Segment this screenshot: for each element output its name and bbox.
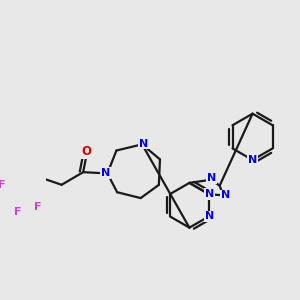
Text: N: N — [101, 168, 110, 178]
Text: N: N — [205, 212, 214, 221]
Text: N: N — [248, 155, 257, 165]
Text: F: F — [14, 207, 21, 218]
Text: N: N — [221, 190, 230, 200]
Text: N: N — [207, 173, 216, 183]
Text: F: F — [0, 180, 5, 190]
Text: F: F — [34, 202, 41, 212]
Text: N: N — [205, 189, 214, 199]
Text: O: O — [81, 145, 91, 158]
Text: N: N — [139, 139, 148, 148]
